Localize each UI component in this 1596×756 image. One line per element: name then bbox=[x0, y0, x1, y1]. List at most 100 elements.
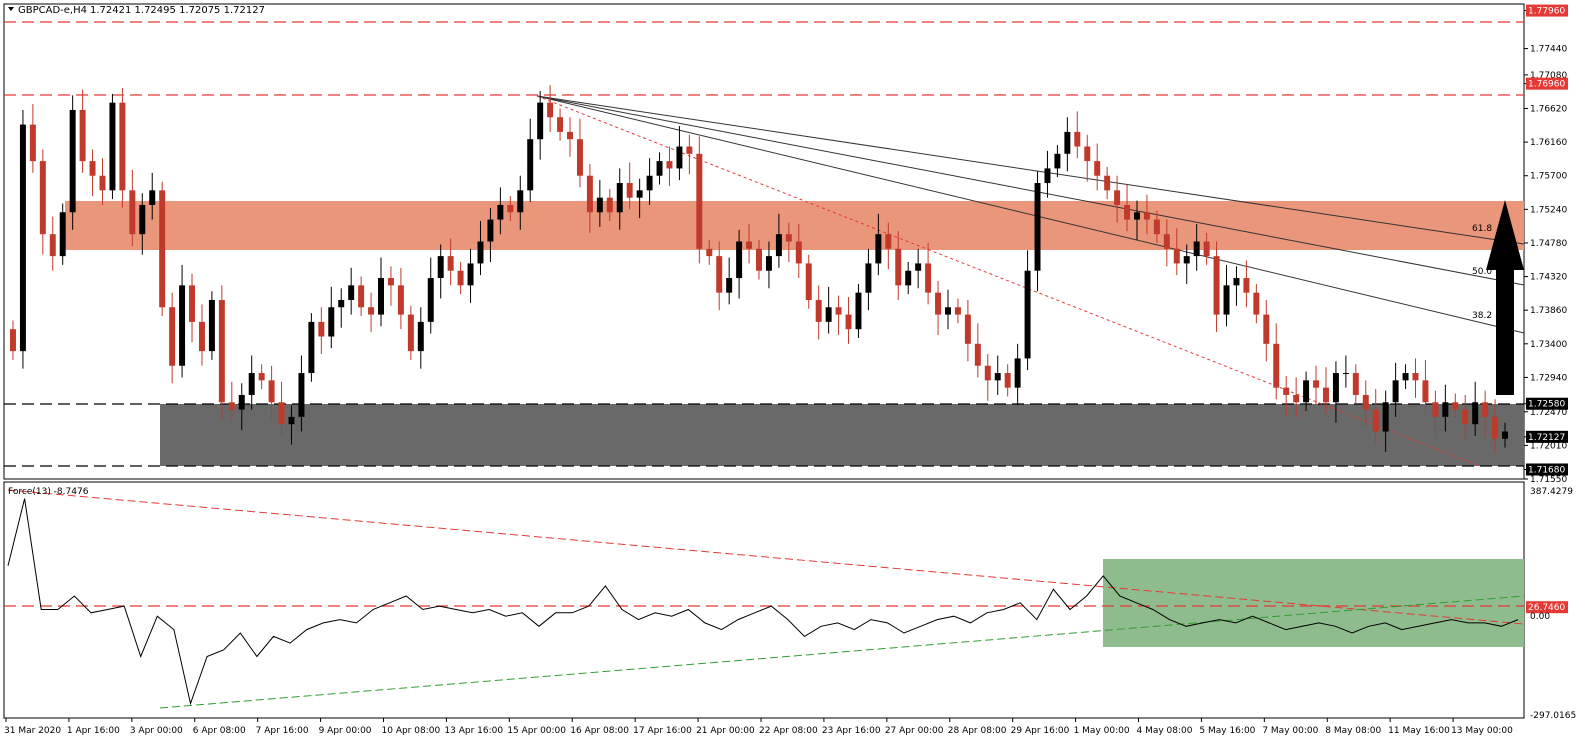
time-tick-label: 16 Apr 08:00 bbox=[570, 726, 629, 736]
candle-body bbox=[875, 234, 882, 264]
candle-body bbox=[1422, 380, 1429, 403]
candle-body bbox=[238, 394, 245, 410]
up-arrow-icon bbox=[1486, 200, 1524, 395]
candle-body bbox=[1243, 278, 1250, 293]
candle-body bbox=[427, 278, 434, 322]
candle-body bbox=[397, 285, 404, 315]
candle-body bbox=[89, 161, 96, 176]
force-zone bbox=[1103, 559, 1524, 647]
candle-body bbox=[1014, 358, 1021, 388]
candle-body bbox=[1183, 256, 1190, 264]
candle-body bbox=[358, 285, 365, 308]
level-price-tag bbox=[1526, 463, 1568, 476]
candle-body bbox=[964, 314, 971, 344]
candle-body bbox=[218, 299, 225, 403]
candle-body bbox=[1233, 278, 1240, 286]
candle-body bbox=[517, 190, 524, 213]
dropdown-triangle-icon[interactable] bbox=[8, 7, 14, 11]
fib-fan-61 bbox=[536, 95, 1525, 245]
candle-body bbox=[1402, 373, 1409, 381]
candle-body bbox=[576, 139, 583, 176]
candle-body bbox=[626, 183, 633, 198]
candle-body bbox=[467, 263, 474, 286]
time-tick-label: 22 Apr 08:00 bbox=[759, 726, 818, 736]
candle-body bbox=[925, 263, 932, 293]
candle-body bbox=[1034, 183, 1041, 271]
candle-body bbox=[835, 307, 842, 315]
candle-body bbox=[1064, 131, 1071, 154]
candle-body bbox=[109, 102, 116, 191]
candle-body bbox=[726, 278, 733, 293]
candle-body bbox=[298, 373, 305, 417]
candle-body bbox=[278, 402, 285, 425]
time-tick-label: 13 Apr 16:00 bbox=[444, 726, 503, 736]
candle-body bbox=[1253, 292, 1260, 315]
candle-body bbox=[756, 248, 762, 271]
candle-body bbox=[586, 175, 593, 213]
candle-body bbox=[497, 204, 504, 220]
candle-body bbox=[119, 102, 126, 191]
candle-body bbox=[775, 234, 782, 257]
candle-body bbox=[1074, 131, 1081, 147]
fib-fan-38 bbox=[536, 95, 1525, 334]
force-level-label: 26.7460 bbox=[1528, 603, 1565, 613]
candle-body bbox=[815, 299, 822, 322]
candle-body bbox=[606, 197, 613, 213]
candle-body bbox=[785, 234, 792, 242]
time-tick-label: 21 Apr 00:00 bbox=[696, 726, 755, 736]
candle-body bbox=[437, 256, 444, 279]
candle-body bbox=[1054, 153, 1061, 169]
force-tick-label: 0.00 bbox=[1530, 612, 1550, 622]
candle-body bbox=[1104, 175, 1111, 191]
candle-body bbox=[457, 270, 464, 286]
candle-body bbox=[387, 278, 394, 286]
candle-body bbox=[308, 321, 315, 374]
candle-body bbox=[1432, 402, 1439, 417]
candle-body bbox=[795, 241, 802, 264]
candle-body bbox=[159, 190, 166, 308]
candle-body bbox=[954, 307, 961, 315]
candle-body bbox=[1004, 373, 1011, 388]
force-tick-label: 387.4279 bbox=[1530, 487, 1573, 497]
candle-body bbox=[1332, 373, 1339, 403]
candle-body bbox=[477, 241, 484, 264]
candle-body bbox=[1153, 219, 1160, 235]
price-tick-label: 1.77440 bbox=[1530, 45, 1567, 55]
price-tick-label: 1.71550 bbox=[1530, 475, 1567, 485]
symbol-label: GBPCAD-e,H4 bbox=[18, 5, 87, 16]
candle-body bbox=[1303, 380, 1310, 403]
candle-body bbox=[318, 321, 325, 337]
candle-body bbox=[99, 175, 106, 191]
candle-body bbox=[1322, 387, 1329, 403]
candle-body bbox=[79, 109, 86, 162]
level-price-label: 1.72580 bbox=[1528, 400, 1565, 410]
candle-body bbox=[59, 212, 66, 257]
candle-body bbox=[1382, 402, 1389, 432]
candle-body bbox=[616, 183, 623, 213]
candle-body bbox=[1342, 373, 1349, 375]
candle-body bbox=[656, 161, 663, 176]
price-tick-label: 1.72470 bbox=[1530, 408, 1567, 418]
candle-body bbox=[527, 139, 534, 191]
time-tick-label: 5 May 16:00 bbox=[1199, 726, 1255, 736]
candle-body bbox=[69, 109, 76, 213]
candle-body bbox=[338, 299, 345, 308]
candle-body bbox=[1462, 409, 1469, 425]
level-price-label: 1.77960 bbox=[1528, 7, 1565, 17]
candle-body bbox=[736, 241, 743, 279]
current-price-tag bbox=[1526, 430, 1568, 443]
candle-body bbox=[905, 270, 912, 286]
candle-body bbox=[1492, 416, 1499, 439]
force-indicator-label: Force(13) -8.7476 bbox=[8, 487, 89, 497]
candle-body bbox=[1482, 402, 1489, 417]
candle-body bbox=[139, 204, 146, 235]
candle-body bbox=[716, 256, 723, 293]
candle-body bbox=[636, 190, 643, 198]
candle-body bbox=[1114, 190, 1121, 205]
candle-body bbox=[935, 292, 942, 315]
candle-body bbox=[537, 102, 544, 140]
candle-body bbox=[1223, 285, 1230, 315]
time-tick-label: 29 Apr 16:00 bbox=[1011, 726, 1070, 736]
fib-label-61: 61.8 bbox=[1472, 224, 1492, 234]
